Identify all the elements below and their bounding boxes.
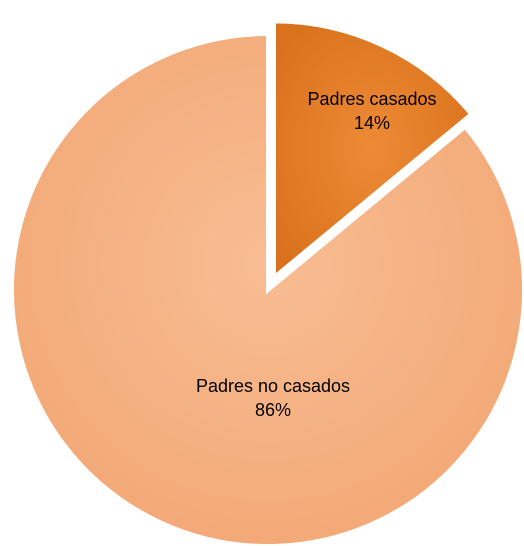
slice-label-name: Padres casados [307, 89, 436, 109]
slice-label-value: 14% [354, 113, 390, 133]
slices-layer [10, 19, 524, 546]
labels-layer: Padres casados 14% Padres no casados 86% [196, 89, 437, 420]
slice-label-name: Padres no casados [196, 376, 350, 396]
slice-label-value: 86% [255, 400, 291, 420]
pie-slice-padres-no-casados [10, 31, 524, 546]
pie-slice-padres-casados [271, 19, 475, 282]
